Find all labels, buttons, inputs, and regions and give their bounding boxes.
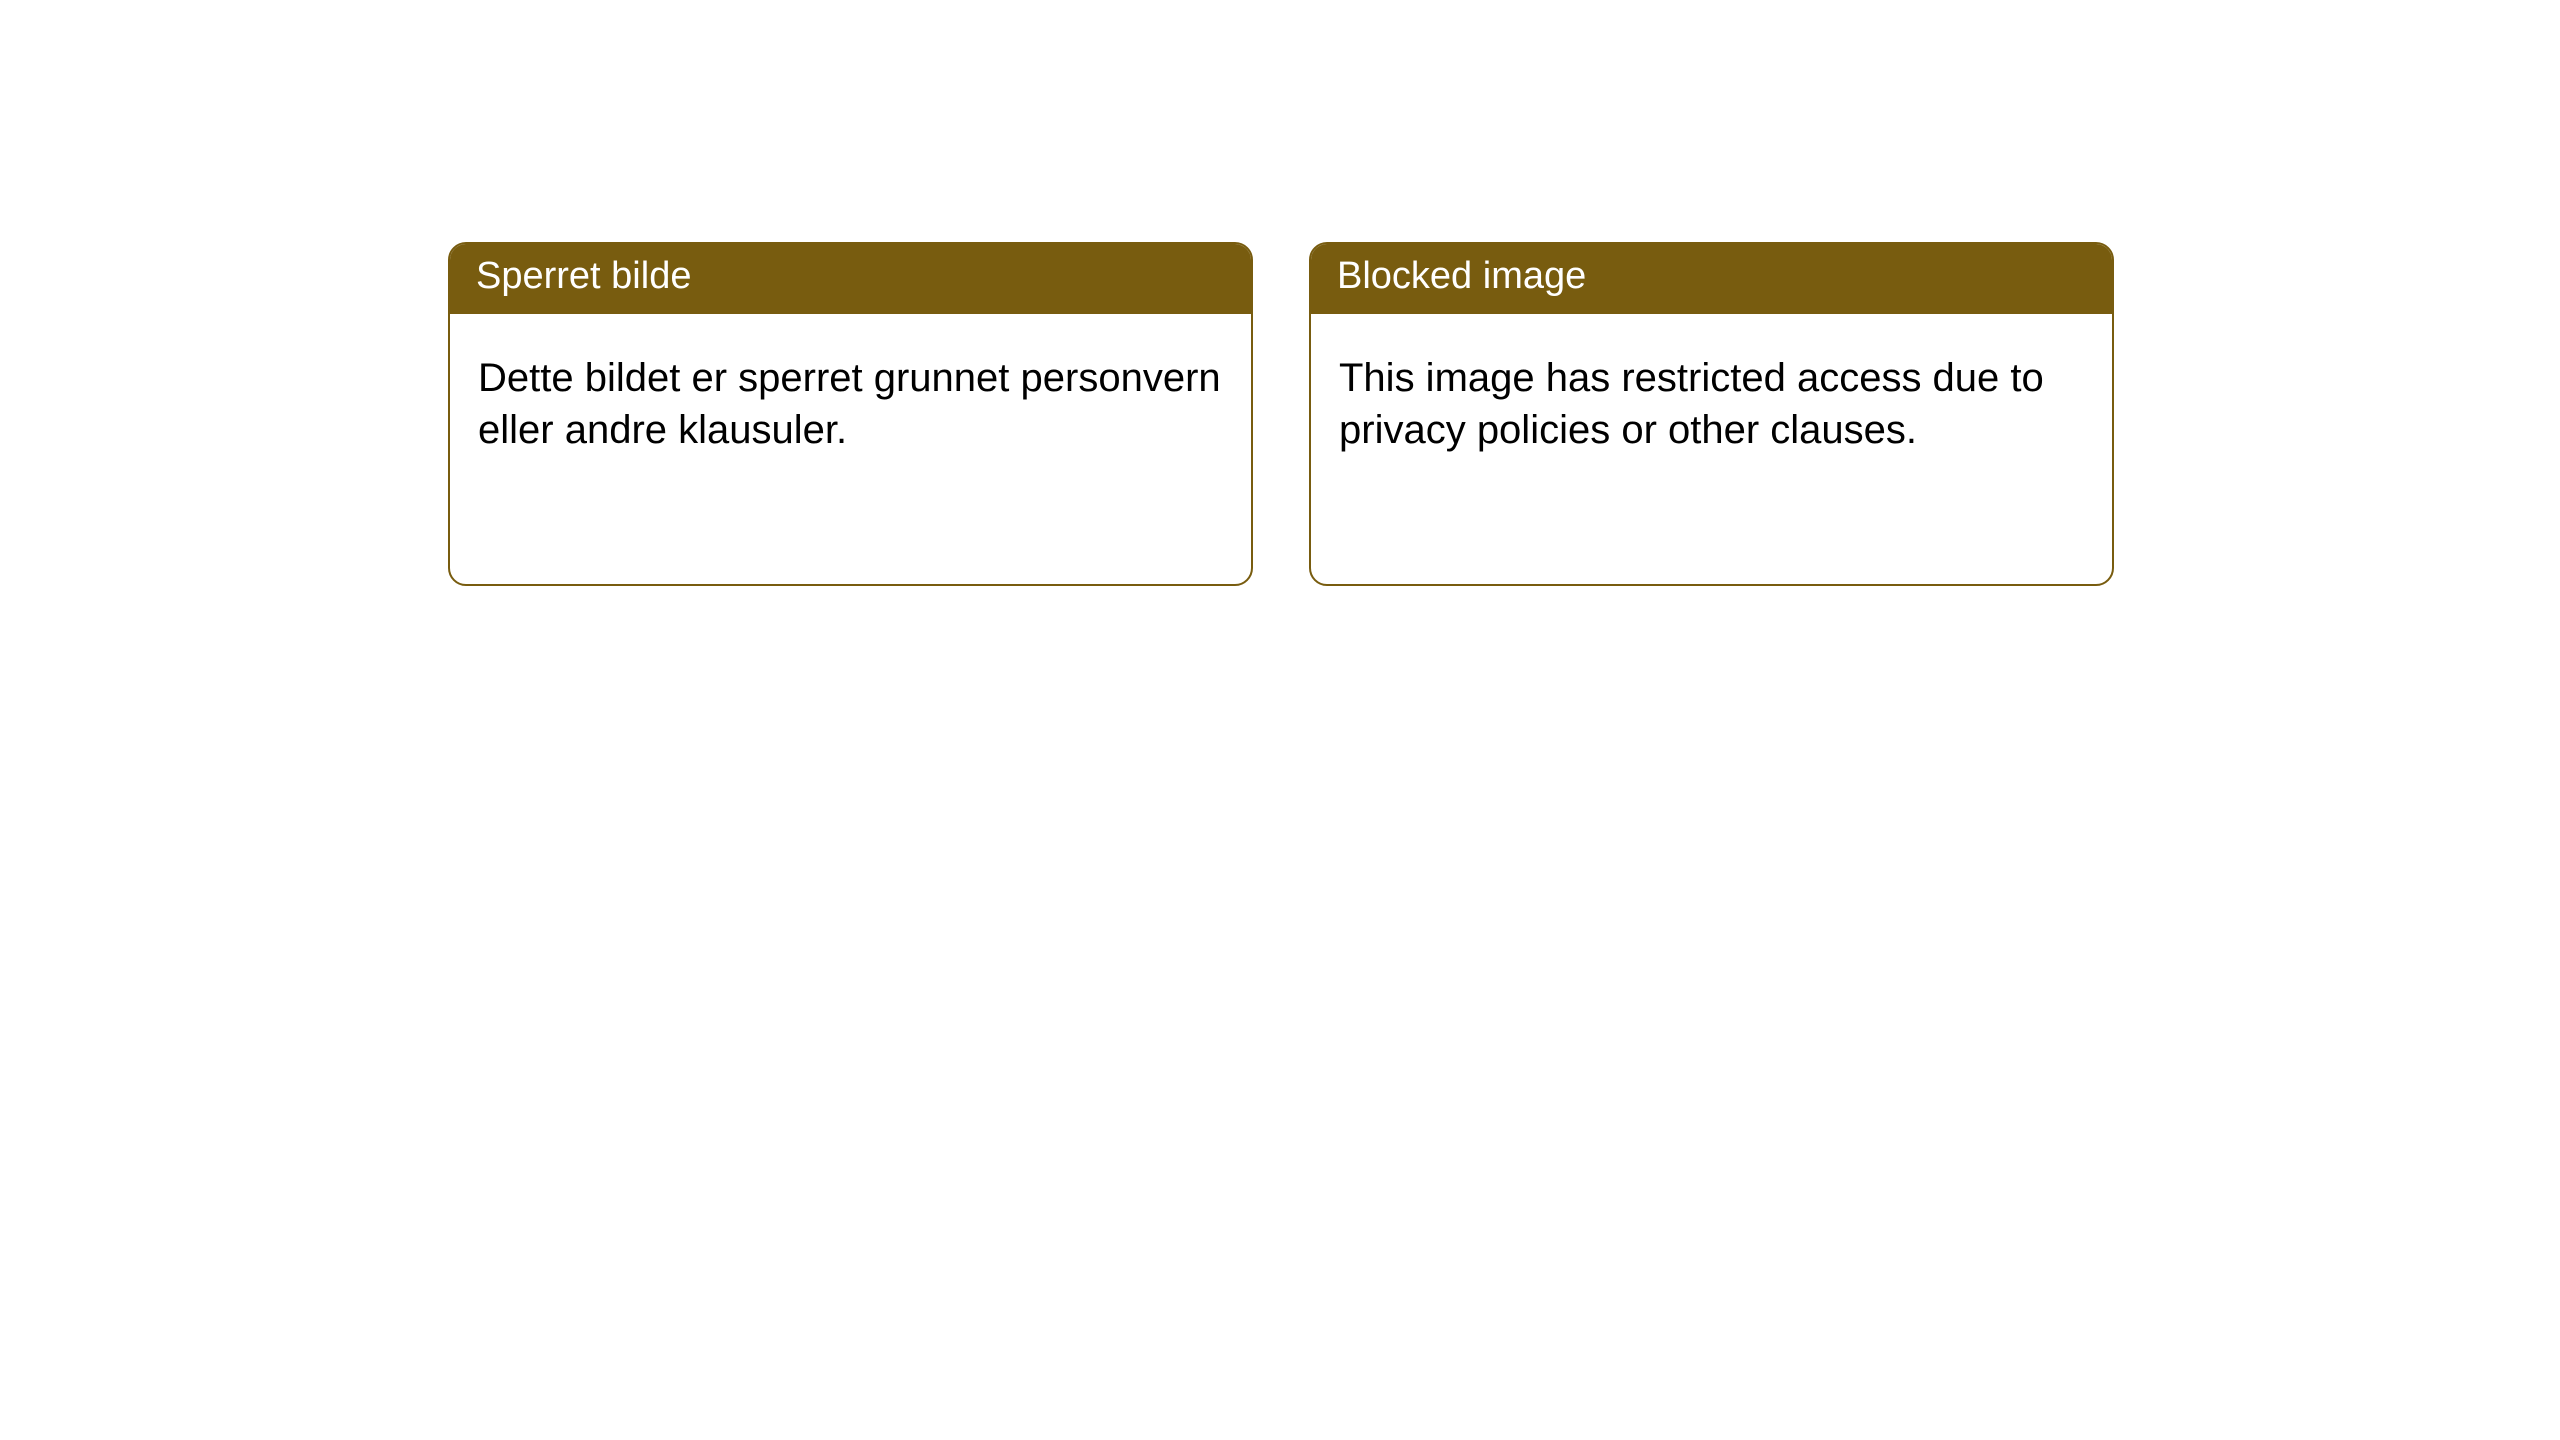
card-body-norwegian: Dette bildet er sperret grunnet personve…: [450, 314, 1251, 584]
blocked-image-notices: Sperret bilde Dette bildet er sperret gr…: [448, 242, 2114, 586]
card-header-norwegian: Sperret bilde: [450, 244, 1251, 314]
notice-card-norwegian: Sperret bilde Dette bildet er sperret gr…: [448, 242, 1253, 586]
card-header-english: Blocked image: [1311, 244, 2112, 314]
card-body-english: This image has restricted access due to …: [1311, 314, 2112, 584]
notice-card-english: Blocked image This image has restricted …: [1309, 242, 2114, 586]
